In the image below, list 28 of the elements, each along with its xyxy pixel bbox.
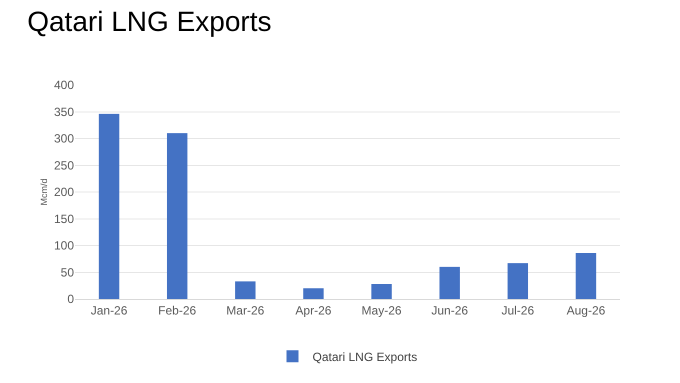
y-tick-label: 300 [54,132,74,146]
x-tick-label: May-26 [362,303,402,318]
y-tick-label: 150 [54,212,74,226]
y-tick-label: 250 [54,158,74,172]
chart-title: Qatari LNG Exports [27,6,272,38]
bar [98,114,120,299]
y-tick-label: 400 [54,78,74,92]
y-tick-label: 0 [67,292,74,306]
y-axis-title: Mcm/d [39,178,49,206]
x-tick-label: Feb-26 [158,303,197,318]
bar [508,263,528,299]
x-tick-label: Mar-26 [226,303,265,318]
y-tick-label: 100 [54,238,74,253]
x-tick-label: Apr-26 [295,303,332,318]
bar [576,252,596,299]
bar [439,266,460,299]
x-tick-label: Jul-26 [501,303,534,318]
bar [303,288,324,299]
y-tick-label: 50 [60,265,74,280]
x-tick-label: Jun-26 [431,303,468,318]
x-tick-label: Aug-26 [566,303,606,318]
y-tick-label: 200 [54,185,74,200]
y-tick-label: 350 [54,104,74,119]
legend-label: Qatari LNG Exports [312,350,418,364]
bar [371,284,392,299]
bar [235,281,256,299]
x-tick-label: Jan-26 [90,303,128,318]
bar [166,133,188,299]
